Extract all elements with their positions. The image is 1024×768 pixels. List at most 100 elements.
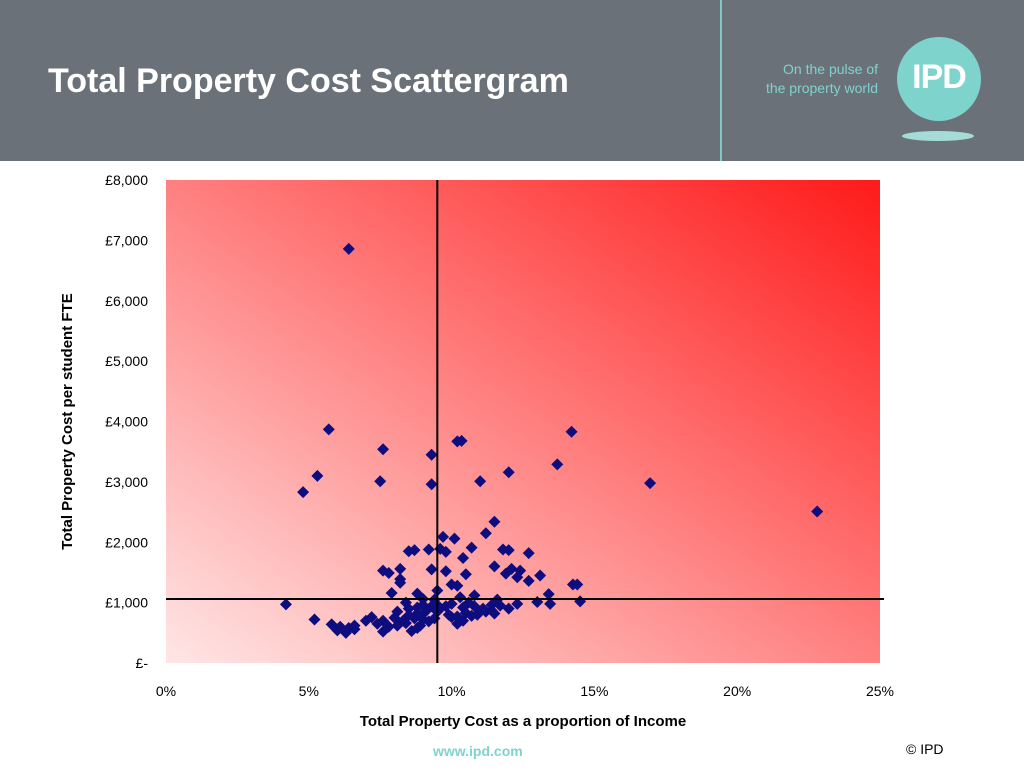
- logo-text: IPD: [912, 58, 967, 96]
- data-point-marker: [499, 567, 512, 580]
- data-point-marker: [422, 543, 435, 556]
- scatter-chart: 0% 5% 10% 15% 20% 25% £- £1,000 £2,000 £3,000 £4,…: [59, 172, 894, 730]
- data-point-marker: [502, 602, 515, 615]
- data-point-marker: [511, 571, 524, 584]
- y-tick-label: £5,000: [105, 353, 148, 369]
- data-point-marker: [391, 605, 404, 618]
- data-point-marker: [439, 565, 452, 578]
- data-point-marker: [479, 527, 492, 540]
- data-point-marker: [574, 595, 587, 608]
- tagline: On the pulse of the property world: [766, 60, 878, 98]
- data-point-marker: [474, 475, 487, 488]
- data-point-marker: [534, 569, 547, 582]
- data-point-marker: [348, 623, 361, 636]
- x-tick-label: 10%: [438, 683, 466, 699]
- data-point-marker: [297, 486, 310, 499]
- data-point-marker: [417, 599, 430, 612]
- y-tick-label: £-: [136, 655, 149, 671]
- data-point-marker: [644, 477, 657, 490]
- data-point-marker: [551, 458, 564, 471]
- data-point-marker: [459, 568, 472, 581]
- data-point-marker: [451, 617, 464, 630]
- data-point-marker: [425, 563, 438, 576]
- data-point-marker: [479, 605, 492, 618]
- data-point-marker: [448, 532, 461, 545]
- data-point-marker: [399, 617, 412, 630]
- data-point-marker: [322, 423, 335, 436]
- y-tick-label: £6,000: [105, 293, 148, 309]
- x-tick-label: 5%: [299, 683, 319, 699]
- x-axis-ticks: 0% 5% 10% 15% 20% 25%: [156, 683, 894, 699]
- data-point-marker: [382, 620, 395, 633]
- data-point-marker: [437, 530, 450, 543]
- y-tick-label: £4,000: [105, 414, 148, 430]
- data-point-marker: [339, 626, 352, 639]
- x-axis-title: Total Property Cost as a proportion of I…: [360, 713, 686, 730]
- header-divider: [720, 0, 722, 161]
- data-point-marker: [455, 434, 468, 447]
- footer-copyright: © IPD: [906, 741, 944, 757]
- data-point-marker: [502, 544, 515, 557]
- data-point-marker: [445, 611, 458, 624]
- slide-title: Total Property Cost Scattergram: [48, 62, 569, 100]
- y-tick-label: £7,000: [105, 232, 148, 248]
- data-point-marker: [511, 597, 524, 610]
- data-point-marker: [454, 591, 467, 604]
- data-point-marker: [488, 560, 501, 573]
- data-point-marker: [279, 598, 292, 611]
- data-point-marker: [451, 579, 464, 592]
- y-tick-label: £3,000: [105, 474, 148, 490]
- data-point-marker: [417, 613, 430, 626]
- data-point-marker: [457, 551, 470, 564]
- data-point-marker: [439, 545, 452, 558]
- data-point-marker: [411, 601, 424, 614]
- tagline-line-1: On the pulse of: [783, 61, 878, 77]
- data-point-marker: [465, 609, 478, 622]
- data-point-marker: [405, 625, 418, 638]
- data-point-marker: [425, 448, 438, 461]
- data-point-marker: [394, 576, 407, 589]
- y-tick-label: £2,000: [105, 534, 148, 550]
- data-point-marker: [331, 624, 344, 637]
- data-point-marker: [502, 466, 515, 479]
- x-tick-label: 0%: [156, 683, 176, 699]
- data-point-marker: [522, 547, 535, 560]
- x-tick-label: 15%: [580, 683, 608, 699]
- y-tick-label: £1,000: [105, 595, 148, 611]
- data-point-marker: [382, 567, 395, 580]
- data-point-marker: [445, 597, 458, 610]
- x-tick-label: 25%: [866, 683, 894, 699]
- data-point-marker: [342, 242, 355, 255]
- data-point-marker: [371, 617, 384, 630]
- data-point-marker: [394, 562, 407, 575]
- y-axis-ticks: £- £1,000 £2,000 £3,000 £4,000 £5,000 £6,000 £7…: [105, 172, 148, 671]
- data-point-marker: [542, 588, 555, 601]
- data-point-marker: [571, 578, 584, 591]
- data-point-marker: [385, 586, 398, 599]
- data-point-marker: [425, 478, 438, 491]
- data-point-marker: [377, 443, 390, 456]
- data-point-marker: [391, 619, 404, 632]
- data-point-marker: [465, 541, 478, 554]
- data-point-marker: [422, 615, 435, 628]
- data-point-marker: [377, 625, 390, 638]
- data-point-marker: [308, 613, 321, 626]
- data-point-marker: [311, 469, 324, 482]
- data-point-marker: [402, 602, 415, 615]
- data-point-marker: [374, 475, 387, 488]
- x-tick-label: 20%: [723, 683, 751, 699]
- data-point-marker: [334, 620, 347, 633]
- footer-url-link[interactable]: www.ipd.com: [433, 743, 523, 759]
- data-point-marker: [488, 515, 501, 528]
- logo-shadow-icon: [902, 131, 974, 141]
- data-point-marker: [488, 607, 501, 620]
- data-point-marker: [544, 597, 557, 610]
- plot-area: [166, 180, 880, 663]
- data-point-marker: [411, 621, 424, 634]
- y-tick-label: £8,000: [105, 172, 148, 188]
- data-point-marker: [811, 505, 824, 518]
- data-point-marker: [565, 425, 578, 438]
- data-point-marker: [522, 574, 535, 587]
- header-bar: Total Property Cost Scattergram On the p…: [0, 0, 1024, 161]
- data-point-marker: [359, 614, 372, 627]
